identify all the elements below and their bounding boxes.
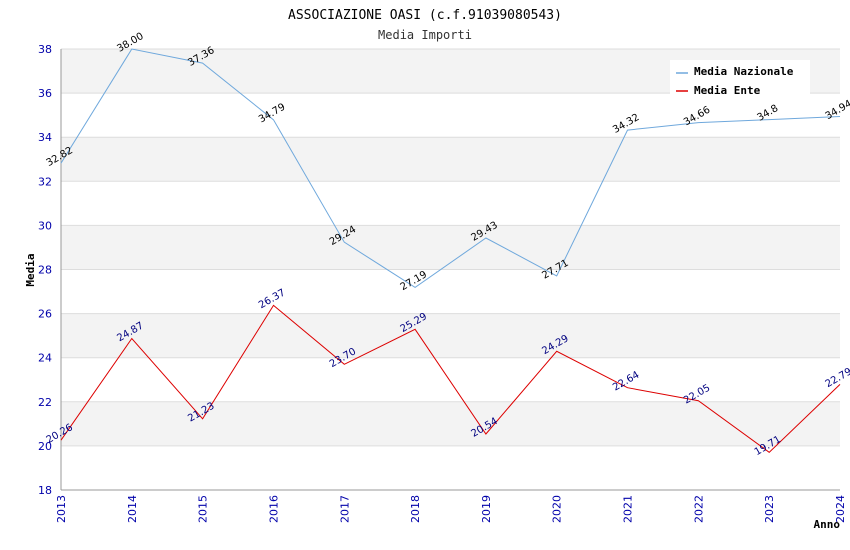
x-tick-label: 2021 [622, 495, 635, 523]
legend-entry-media-ente: Media Ente [694, 84, 761, 97]
grid-band [61, 445, 840, 490]
x-tick-label: 2019 [480, 495, 493, 523]
y-tick-label: 26 [38, 308, 52, 321]
x-tick-label: 2024 [834, 495, 847, 523]
grid-band [61, 181, 840, 226]
y-tick-label: 28 [38, 264, 52, 277]
chart-title: ASSOCIAZIONE OASI (c.f.91039080543) [288, 8, 562, 23]
x-tick-label: 2020 [551, 495, 564, 523]
x-tick-labels: 2013 2014 2015 2016 2017 2018 2019 2020 2021 2022… [55, 495, 847, 523]
x-tick-label: 2017 [338, 495, 351, 523]
legend: Media Nazionale Media Ente [670, 60, 810, 98]
y-tick-labels: 18 20 22 24 26 28 30 32 34 36 38 [38, 43, 52, 497]
y-tick-label: 24 [38, 352, 52, 365]
axes [60, 49, 840, 491]
legend-box [670, 60, 810, 98]
grid-band [61, 93, 840, 138]
y-tick-label: 20 [38, 440, 52, 453]
chart-subtitle: Media Importi [378, 28, 472, 42]
grid-band [61, 269, 840, 314]
x-tick-label: 2023 [763, 495, 776, 523]
y-tick-label: 34 [38, 131, 52, 144]
y-tick-label: 38 [38, 43, 52, 56]
series-line-media-ente [60, 304, 841, 453]
x-tick-label: 2018 [409, 495, 422, 523]
grid-band [61, 313, 840, 358]
x-axis-label: Anno [814, 518, 841, 531]
y-tick-label: 22 [38, 396, 52, 409]
y-tick-label: 32 [38, 175, 52, 188]
x-tick-label: 2016 [267, 495, 280, 523]
x-tick-label: 2014 [126, 495, 139, 523]
y-axis-label: Media [24, 253, 37, 286]
grid-band [61, 357, 840, 402]
series-lines [60, 48, 841, 453]
x-tick-label: 2013 [55, 495, 68, 523]
series-line-media-nazionale [60, 48, 841, 289]
x-tick-label: 2015 [197, 495, 210, 523]
x-tick-label: 2022 [692, 495, 705, 523]
y-tick-label: 18 [38, 484, 52, 497]
y-tick-label: 30 [38, 219, 52, 232]
legend-entry-media-nazionale: Media Nazionale [694, 65, 794, 78]
grid-band [61, 401, 840, 446]
y-tick-label: 36 [38, 87, 52, 100]
grid-band [61, 137, 840, 182]
